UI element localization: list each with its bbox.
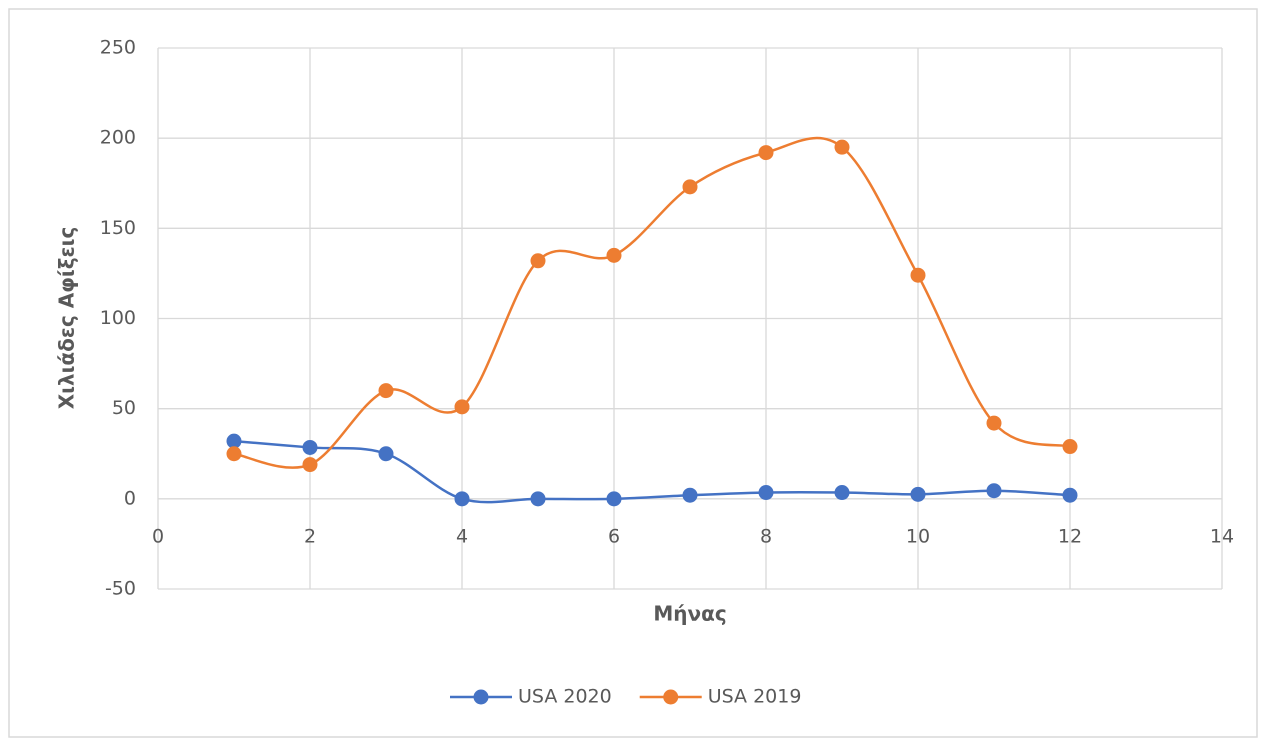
y-tick-label: -50 [105, 578, 136, 600]
data-point [378, 446, 394, 462]
chart-border [8, 8, 1258, 738]
x-tick-label: 14 [1210, 525, 1234, 547]
data-point [302, 439, 318, 455]
data-point [682, 487, 698, 503]
data-point [682, 179, 698, 195]
x-tick-label: 6 [608, 525, 620, 547]
data-point [1062, 439, 1078, 455]
y-tick-label: 150 [100, 217, 136, 239]
legend-marker [663, 689, 679, 705]
x-tick-label: 12 [1058, 525, 1082, 547]
x-tick-label: 8 [760, 525, 772, 547]
y-tick-label: 0 [124, 487, 136, 509]
legend-label: USA 2019 [708, 686, 802, 708]
y-tick-label: 200 [100, 127, 136, 149]
data-point [606, 247, 622, 263]
data-point [986, 415, 1002, 431]
x-tick-label: 2 [304, 525, 316, 547]
data-point [758, 145, 774, 161]
y-tick-label: 250 [100, 37, 136, 59]
x-axis-title: Μήνας [653, 602, 726, 626]
data-point [910, 486, 926, 502]
data-point [910, 267, 926, 283]
data-point [530, 253, 546, 269]
data-point [758, 485, 774, 501]
data-point [454, 399, 470, 415]
data-point [226, 446, 242, 462]
x-tick-label: 0 [152, 525, 164, 547]
data-point [1062, 487, 1078, 503]
data-point [834, 485, 850, 501]
data-point [986, 483, 1002, 499]
x-tick-label: 4 [456, 525, 468, 547]
data-point [606, 491, 622, 507]
data-point [302, 457, 318, 473]
data-point [454, 491, 470, 507]
y-axis-title: Χιλιάδες Αφίξεις [55, 227, 79, 410]
x-tick-label: 10 [906, 525, 930, 547]
data-point [226, 433, 242, 449]
data-point [378, 383, 394, 399]
legend-marker [473, 689, 489, 705]
data-point [834, 139, 850, 155]
y-tick-label: 100 [100, 307, 136, 329]
data-point [530, 491, 546, 507]
y-tick-label: 50 [112, 397, 136, 419]
legend-label: USA 2020 [518, 686, 612, 708]
